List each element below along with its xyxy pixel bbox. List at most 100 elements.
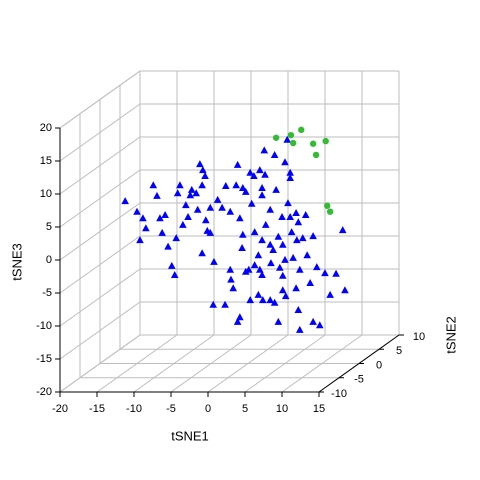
point (153, 191, 161, 199)
point (121, 197, 129, 205)
y-tick-label: 5 (396, 345, 402, 357)
point (266, 296, 274, 304)
point (326, 208, 334, 215)
point (301, 211, 310, 218)
point (149, 181, 158, 189)
x-tick-label: 15 (313, 403, 325, 415)
point (309, 140, 317, 147)
point (172, 234, 181, 242)
point (259, 296, 267, 304)
point (293, 236, 301, 244)
point (176, 181, 184, 189)
point (206, 203, 215, 211)
point (170, 271, 179, 279)
point (221, 300, 229, 308)
point (139, 214, 147, 222)
grid-line (59, 169, 141, 228)
point (218, 203, 226, 211)
point (322, 137, 329, 145)
point (270, 298, 279, 306)
point (312, 151, 320, 159)
grid-line (59, 136, 141, 195)
point (326, 290, 334, 298)
point (267, 259, 275, 267)
point (232, 181, 240, 189)
point (309, 317, 317, 325)
point (281, 292, 290, 300)
point (289, 139, 297, 147)
point (294, 218, 303, 226)
point (233, 160, 242, 168)
point (186, 191, 195, 199)
point (241, 187, 250, 195)
point (332, 269, 340, 277)
point (241, 267, 250, 275)
x-axis-title: tSNE1 (171, 428, 209, 443)
point (193, 205, 202, 213)
point (133, 207, 141, 215)
point (272, 185, 280, 193)
point (164, 242, 172, 250)
point (250, 172, 258, 180)
y-tick-label: 0 (376, 359, 382, 371)
z-tick-label: -5 (42, 287, 52, 299)
point (179, 220, 187, 228)
point (278, 212, 286, 220)
y-axis-title: tSNE2 (443, 316, 458, 354)
point (298, 234, 307, 242)
point (239, 230, 247, 238)
point (256, 166, 264, 174)
point (250, 228, 259, 236)
point (292, 209, 300, 217)
point (270, 150, 279, 158)
point (246, 168, 255, 176)
point (261, 220, 270, 228)
point (287, 228, 296, 236)
z-tick-label: -10 (36, 320, 52, 332)
point (222, 181, 230, 189)
z-tick-label: 5 (46, 221, 52, 233)
point (278, 271, 287, 279)
point (246, 296, 255, 304)
point (202, 216, 210, 224)
x-tick-label: 0 (205, 403, 211, 415)
point (276, 263, 284, 271)
point (266, 240, 274, 248)
point (161, 211, 169, 218)
point (167, 261, 176, 269)
z-axis-title: tSNE3 (9, 243, 24, 281)
point (306, 278, 314, 286)
point (258, 271, 266, 279)
point (315, 321, 324, 329)
point (278, 240, 287, 248)
point (254, 290, 263, 298)
x-tick-label: -10 (126, 403, 142, 415)
point (236, 214, 244, 222)
point (201, 172, 209, 180)
points (121, 126, 349, 333)
point (229, 284, 237, 292)
point (258, 236, 266, 244)
point (284, 199, 292, 207)
point (196, 160, 204, 168)
point (338, 226, 347, 234)
point (292, 284, 300, 292)
point (283, 135, 292, 143)
point (156, 214, 164, 222)
point (298, 126, 305, 134)
grid-line (59, 268, 141, 327)
point (286, 168, 294, 176)
z-tick-label: -20 (36, 386, 52, 398)
point (321, 269, 329, 277)
y-tick-label: -5 (354, 374, 364, 386)
z-tick-label: 15 (40, 155, 52, 167)
point (296, 265, 304, 273)
point (258, 183, 266, 191)
point (250, 261, 259, 269)
grid-line (59, 202, 141, 261)
point (281, 158, 289, 166)
x-tick-label: 5 (242, 403, 248, 415)
point (158, 228, 166, 236)
point (184, 212, 192, 220)
